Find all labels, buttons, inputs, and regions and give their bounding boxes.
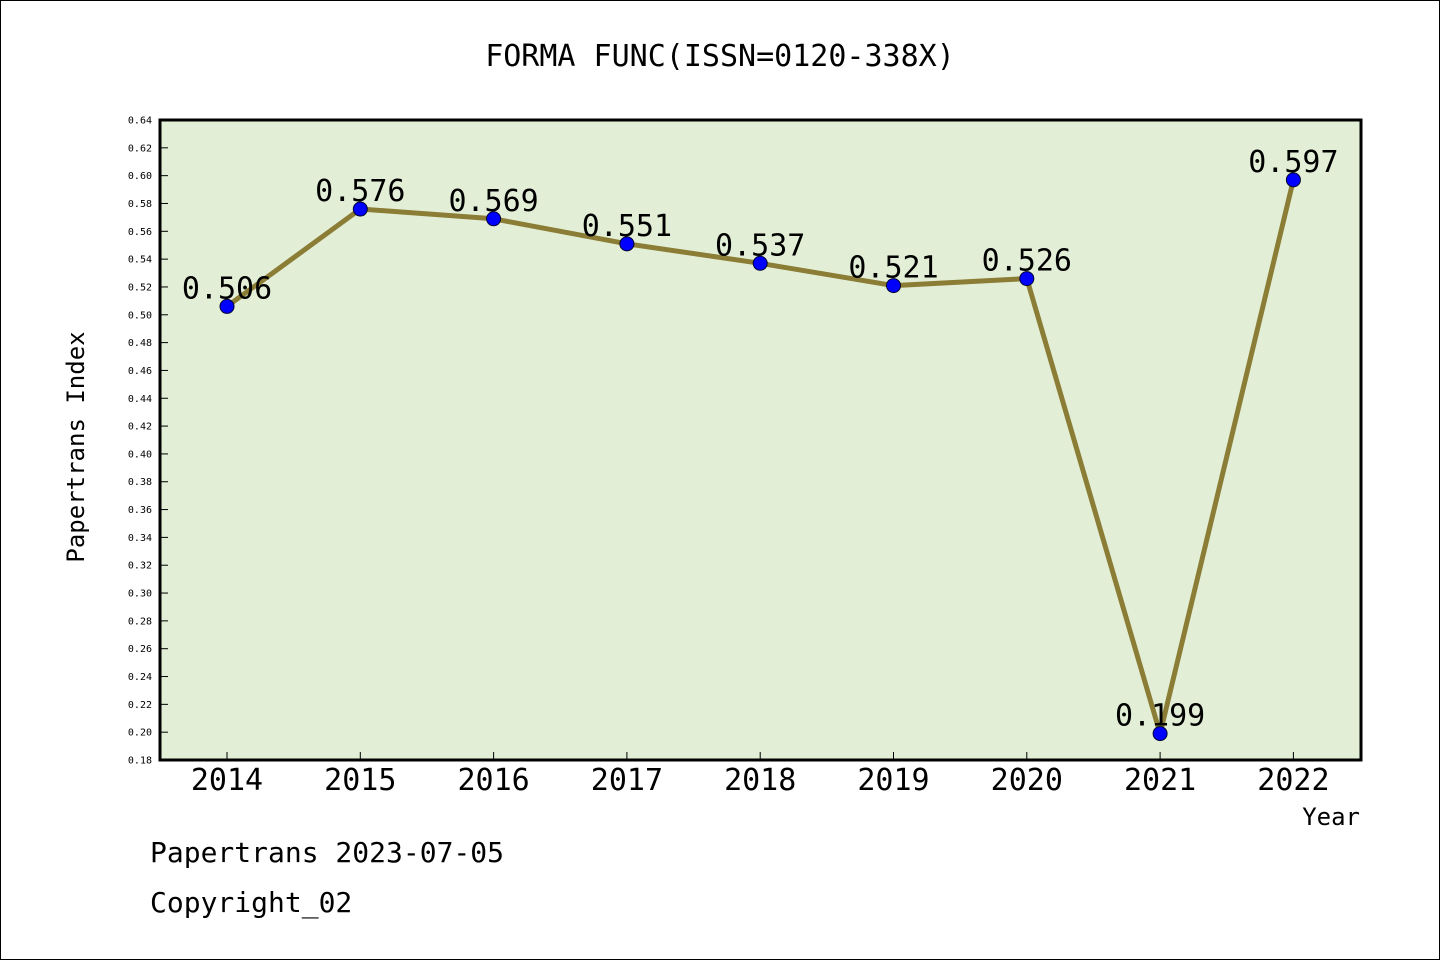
data-label-2014: 0.506: [182, 271, 272, 306]
data-label-2019: 0.521: [848, 251, 938, 286]
data-label-2018: 0.537: [715, 228, 805, 263]
footer-source: Papertrans 2023-07-05: [150, 836, 505, 869]
y-tick-label: 0.62: [128, 143, 152, 154]
data-label-2016: 0.569: [448, 184, 538, 219]
y-tick-label: 0.22: [128, 700, 152, 711]
y-tick-label: 0.18: [128, 756, 152, 767]
y-tick-label: 0.40: [128, 449, 152, 460]
x-tick-label: 2022: [1257, 763, 1329, 798]
data-label-2017: 0.551: [582, 209, 672, 244]
data-label-2020: 0.526: [982, 244, 1072, 279]
data-point-2015: [352, 201, 368, 217]
data-label-2015: 0.576: [315, 174, 405, 209]
x-tick-label: 2021: [1124, 763, 1196, 798]
x-tick-label: 2020: [991, 763, 1063, 798]
y-tick-label: 0.54: [128, 255, 152, 266]
x-tick-label: 2018: [724, 763, 796, 798]
y-tick-label: 0.46: [128, 366, 152, 377]
series-markers: [219, 172, 1301, 742]
x-tick-label: 2017: [591, 763, 663, 798]
data-point-2021: [1152, 726, 1168, 742]
data-label-2022: 0.597: [1248, 145, 1338, 180]
y-tick-label: 0.24: [128, 672, 152, 683]
y-tick-label: 0.34: [128, 533, 152, 544]
data-point-2020: [1019, 271, 1035, 287]
x-axis-label: Year: [1302, 803, 1360, 831]
data-point-2016: [486, 211, 502, 227]
y-tick-label: 0.60: [128, 171, 152, 182]
data-point-2022: [1285, 172, 1301, 188]
data-point-2019: [886, 278, 901, 294]
y-tick-label: 0.64: [128, 116, 152, 127]
y-tick-label: 0.28: [128, 616, 152, 627]
y-tick-label: 0.42: [128, 422, 152, 433]
x-tick-label: 2015: [324, 763, 396, 798]
y-tick-label: 0.50: [128, 310, 152, 321]
x-tick-label: 2016: [457, 763, 529, 798]
y-tick-label: 0.48: [128, 338, 152, 349]
x-tick-label: 2019: [857, 763, 929, 798]
y-tick-label: 0.58: [128, 199, 152, 210]
plot-area: [158, 118, 1363, 762]
y-tick-label: 0.52: [128, 282, 152, 293]
chart-title: FORMA FUNC(ISSN=0120-338X): [485, 39, 955, 74]
x-tick-label: 2014: [191, 763, 263, 798]
y-tick-label: 0.32: [128, 561, 152, 572]
y-tick-label: 0.26: [128, 644, 152, 655]
footer-copyright: Copyright_02: [150, 886, 353, 919]
y-tick-label: 0.30: [128, 589, 152, 600]
data-point-2017: [619, 236, 635, 252]
data-point-2018: [752, 255, 768, 271]
y-axis: 0.18 0.20 0.22 0.24 0.26 0.28 0.30 0.32 0.34 0.36…: [128, 116, 168, 767]
y-tick-label: 0.44: [128, 394, 152, 405]
y-tick-label: 0.20: [128, 728, 152, 739]
data-point-2014: [219, 298, 235, 314]
y-tick-label: 0.56: [128, 227, 152, 238]
x-axis: 2014 2015 2016 2017 2018 2019 2020 2021 2022: [191, 752, 1330, 798]
y-tick-label: 0.38: [128, 477, 152, 488]
data-labels: 0.506 0.576 0.569 0.551 0.537 0.521 0.526 0.199…: [182, 145, 1339, 734]
data-label-2021: 0.199: [1115, 699, 1205, 734]
y-axis-label: Papertrans Index: [62, 331, 90, 562]
y-tick-label: 0.36: [128, 505, 152, 516]
